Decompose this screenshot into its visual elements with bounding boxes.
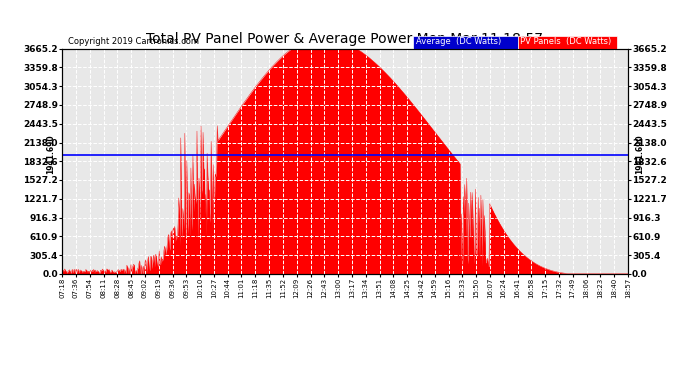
Text: Average  (DC Watts): Average (DC Watts)	[415, 37, 501, 46]
FancyBboxPatch shape	[413, 36, 518, 49]
Text: PV Panels  (DC Watts): PV Panels (DC Watts)	[520, 37, 611, 46]
Text: 1941.690: 1941.690	[635, 135, 644, 174]
FancyBboxPatch shape	[518, 36, 617, 49]
Text: Copyright 2019 Cartronics.com: Copyright 2019 Cartronics.com	[68, 38, 199, 46]
Text: 1941.690: 1941.690	[46, 135, 55, 174]
Title: Total PV Panel Power & Average Power Mon Mar 11 18:57: Total PV Panel Power & Average Power Mon…	[146, 32, 544, 46]
